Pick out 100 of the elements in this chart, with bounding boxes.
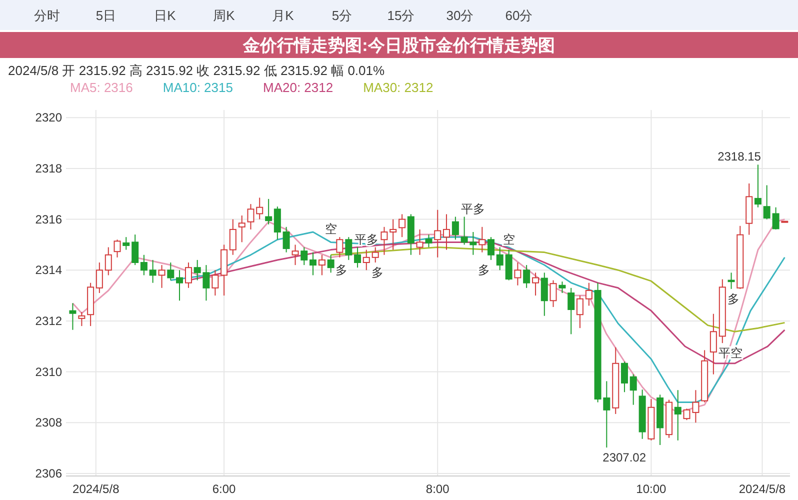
- text: MA5: 2316: [70, 80, 133, 95]
- candlestick: [309, 252, 316, 276]
- candlestick: [763, 184, 770, 220]
- text: 5分: [332, 8, 352, 23]
- candlestick: [265, 198, 272, 225]
- candlestick: [442, 214, 450, 250]
- candlestick: [674, 390, 682, 441]
- annotation: 多: [336, 262, 348, 277]
- candlestick: [425, 234, 432, 248]
- text: 2024/5/8 开 2315.92 高 2315.92 收 2315.92 低 2315.92 幅 0.01%: [8, 63, 385, 78]
- candlestick: [354, 246, 362, 268]
- candlestick: [282, 226, 290, 253]
- candlestick: [728, 272, 735, 290]
- candlestick: [550, 280, 557, 308]
- candlestick: [300, 246, 308, 266]
- text: 30分: [446, 8, 474, 23]
- candlestick: [683, 408, 690, 421]
- candlestick: [184, 262, 192, 288]
- annotation: 平多: [461, 202, 486, 216]
- annotation: 多: [478, 262, 490, 277]
- candlestick: [576, 295, 584, 329]
- candlestick: [434, 209, 442, 258]
- text: 5日: [96, 8, 116, 23]
- candlestick: [247, 204, 254, 230]
- x-tick-label: 8:00: [426, 482, 450, 496]
- candlestick: [122, 236, 130, 250]
- candlestick: [380, 226, 388, 256]
- annotation: 2318.15: [718, 150, 762, 164]
- y-tick-label: 2308: [35, 416, 62, 430]
- candlestick: [488, 236, 495, 260]
- text: MA20: 2312: [262, 80, 334, 95]
- candlestick: [496, 246, 504, 271]
- candlestick: [772, 206, 780, 230]
- candlestick: [158, 264, 166, 288]
- y-tick-label: 2316: [35, 212, 62, 226]
- candlestick: [532, 272, 540, 296]
- candlestick: [558, 281, 566, 294]
- annotation: 平多: [354, 232, 378, 246]
- candlestick: [692, 390, 700, 424]
- candlestick: [372, 246, 379, 263]
- candlestick: [238, 214, 246, 243]
- annotation: 2307.02: [602, 450, 646, 465]
- y-tick-label: 2318: [35, 161, 62, 176]
- candlestick: [256, 197, 264, 220]
- annotation: 空: [502, 232, 515, 246]
- candlestick: [362, 249, 370, 271]
- candlestick: [229, 218, 236, 256]
- candlestick: [114, 239, 121, 258]
- candlestick: [540, 272, 548, 316]
- x-tick-label: 2024/5/8: [738, 482, 786, 496]
- candlestick: [176, 270, 184, 302]
- candlestick: [318, 254, 326, 276]
- y-tick-label: 2306: [35, 466, 62, 480]
- candlestick: [710, 313, 717, 375]
- line-series: [330, 246, 786, 332]
- x-tick-label: 10:00: [636, 482, 667, 496]
- candlestick: [336, 236, 344, 258]
- annotation: 多: [371, 266, 384, 280]
- candlestick: [398, 214, 406, 238]
- y-tick-label: 2310: [35, 364, 62, 379]
- candlestick: [327, 254, 334, 274]
- candlestick: [167, 262, 174, 281]
- y-tick-label: 2320: [35, 110, 62, 125]
- text: 分时: [34, 8, 60, 23]
- candlestick: [452, 216, 459, 240]
- candlestick: [149, 259, 156, 284]
- candlestick: [140, 254, 148, 276]
- candlestick: [514, 262, 522, 286]
- candlestick: [585, 282, 592, 306]
- candlestick: [416, 228, 424, 256]
- candlestick: [132, 234, 139, 266]
- text: 周K: [213, 8, 236, 23]
- candlestick: [478, 226, 486, 253]
- candlestick: [104, 246, 112, 276]
- text: 月K: [272, 8, 294, 23]
- candlestick: [620, 361, 628, 393]
- y-tick-label: 2314: [35, 263, 62, 278]
- candlestick: [630, 374, 637, 406]
- chart-title: 金价行情走势图:今日股市金价行情走势图: [242, 36, 555, 55]
- candlestick: [568, 287, 575, 335]
- candlestick: [754, 164, 762, 208]
- annotation: 空: [324, 222, 337, 236]
- annotation: 多: [727, 292, 740, 306]
- text: MA10: 2315: [162, 80, 233, 95]
- x-tick-label: 2024/5/8: [72, 482, 120, 496]
- candlestick: [292, 244, 299, 266]
- y-tick-label: 2312: [35, 314, 62, 328]
- candlestick: [274, 206, 281, 240]
- candlestick: [390, 218, 397, 250]
- x-tick-label: 6:00: [212, 482, 236, 496]
- candlestick: [212, 270, 219, 296]
- text: 日K: [154, 8, 176, 23]
- candlestick: [78, 312, 86, 327]
- text: 15分: [387, 8, 415, 23]
- candlestick: [96, 262, 103, 294]
- text: MA30: 2312: [363, 80, 434, 95]
- candlestick: [523, 264, 530, 288]
- text: 60分: [505, 8, 533, 23]
- candlestick: [69, 302, 76, 330]
- candlestick: [345, 236, 352, 260]
